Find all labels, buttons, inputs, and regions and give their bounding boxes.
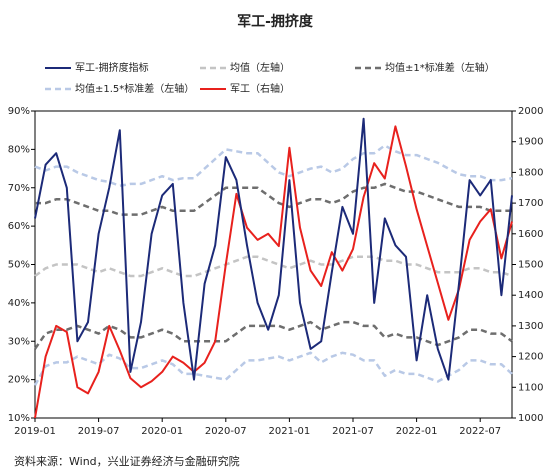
y-tick-label: 60% <box>8 221 30 232</box>
series-line <box>34 117 513 381</box>
y2-tick-label: 1300 <box>518 321 543 332</box>
x-tick-label: 2020-01 <box>141 426 183 437</box>
y-tick-label: 20% <box>8 375 30 386</box>
y-tick-label: 50% <box>8 260 30 271</box>
legend-label: 军工（右轴） <box>230 82 290 95</box>
band-upper <box>35 182 512 216</box>
y2-tick-label: 1600 <box>518 229 543 240</box>
y2-tick-label: 1500 <box>518 260 543 271</box>
x-tick-label: 2022-01 <box>396 426 438 437</box>
y-tick-label: 30% <box>8 336 30 347</box>
plot-frame <box>34 110 513 419</box>
y-tick-label: 40% <box>8 298 30 309</box>
x-tick-label: 2022-07 <box>459 426 501 437</box>
band-upper <box>34 144 513 188</box>
x-tick-label: 2019-01 <box>14 426 56 437</box>
y2-tick-label: 1700 <box>518 198 543 209</box>
y2-tick-label: 2000 <box>518 106 543 117</box>
series-line <box>34 125 513 419</box>
chart-title: 军工-拥挤度 <box>237 13 314 30</box>
y-tick-label: 90% <box>8 106 30 117</box>
x-tick-label: 2020-07 <box>205 426 247 437</box>
y-tick-label: 70% <box>8 183 30 194</box>
y2-tick-label: 1000 <box>518 413 543 424</box>
legend-label: 均值（左轴） <box>230 61 290 74</box>
y2-tick-label: 1400 <box>518 290 543 301</box>
x-tick-label: 2021-07 <box>332 426 374 437</box>
x-tick-label: 2021-01 <box>269 426 311 437</box>
band-lower <box>33 320 513 350</box>
legend-label: 军工-拥挤度指标 <box>75 61 149 74</box>
legend-label: 均值±1.5*标准差（左轴） <box>75 82 194 95</box>
source-note: 资料来源：Wind，兴业证券经济与金融研究院 <box>14 454 240 468</box>
y-tick-label: 80% <box>8 144 30 155</box>
band-lower <box>33 351 513 387</box>
y2-tick-label: 1200 <box>518 352 543 363</box>
legend-label: 均值±1*标准差（左轴） <box>385 61 495 74</box>
y2-tick-label: 1800 <box>518 167 543 178</box>
y2-tick-label: 1900 <box>518 137 543 148</box>
x-tick-label: 2019-07 <box>78 426 120 437</box>
y2-tick-label: 1100 <box>518 382 543 393</box>
series-line <box>34 255 513 278</box>
y-tick-label: 10% <box>8 413 30 424</box>
